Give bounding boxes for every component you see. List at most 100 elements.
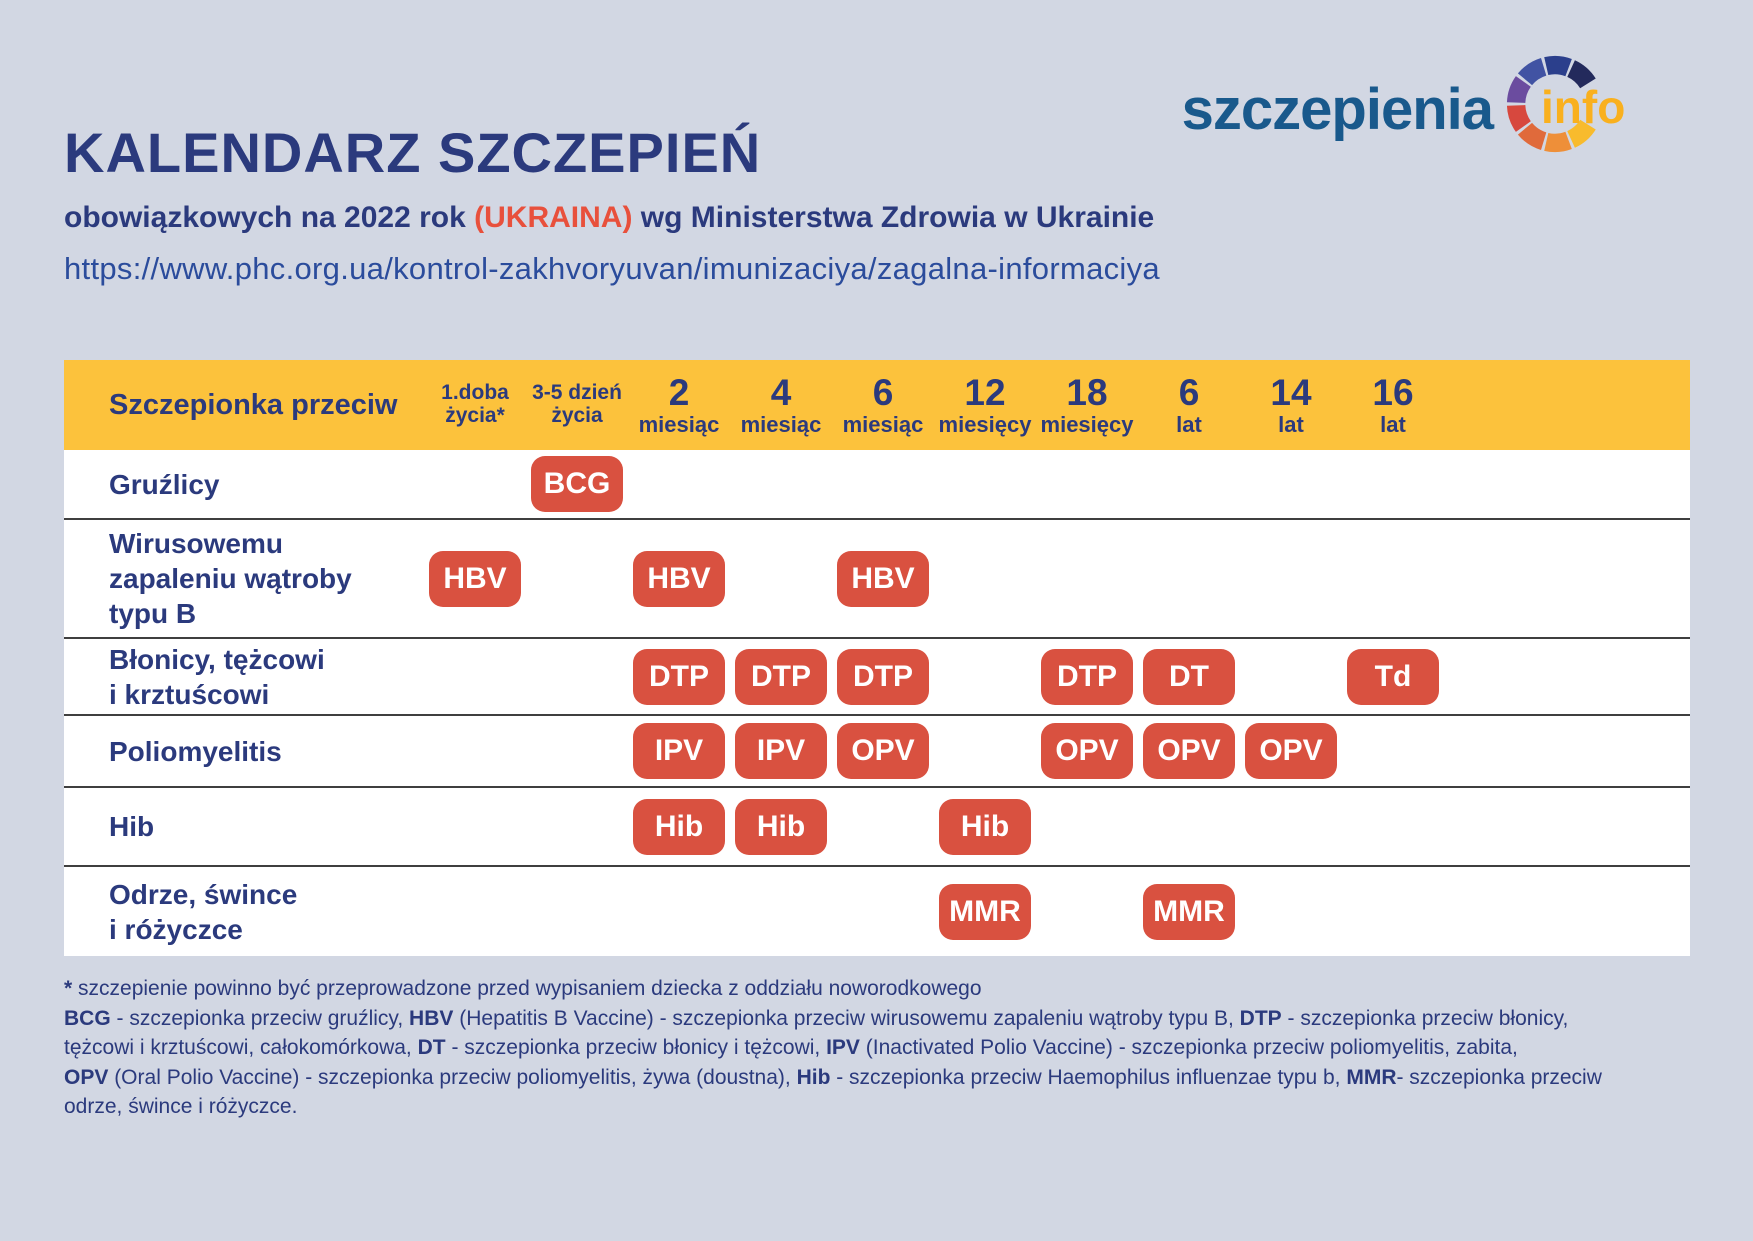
column-header-age-unit: lat bbox=[1278, 412, 1304, 438]
column-header-age-3: 4 miesiąc bbox=[730, 373, 832, 437]
footnote-term: DTP bbox=[1239, 1006, 1282, 1030]
footnote-term: OPV bbox=[64, 1065, 109, 1089]
hbv-vaccine-badge: HBV bbox=[633, 550, 725, 607]
column-header-age-unit: miesięcy bbox=[1040, 412, 1134, 438]
opv-vaccine-badge: OPV bbox=[1143, 723, 1235, 779]
ipv-vaccine-badge: IPV bbox=[735, 723, 827, 779]
footnote-term: IPV bbox=[826, 1036, 860, 1059]
column-header-age-unit: życia* bbox=[445, 404, 505, 427]
table-row-1: Wirusowemu zapaleniu wątroby typu B HBV HB… bbox=[64, 520, 1690, 639]
footnote-text: (Hepatitis B Vaccine) - szczepionka prze… bbox=[453, 1006, 1240, 1030]
table-row-4: Hib Hib Hib Hib bbox=[64, 788, 1690, 867]
footnote-text: (Inactivated Polio Vaccine) - szczepionk… bbox=[859, 1036, 1518, 1059]
mmr-vaccine-badge: MMR bbox=[939, 883, 1031, 940]
vaccination-calendar-table: Szczepionka przeciw 1.doba życia* 3-5 dzie… bbox=[64, 360, 1690, 956]
column-header-age-top: 14 bbox=[1270, 372, 1312, 414]
row-label: Błonicy, tężcowi i krztuścowi bbox=[109, 643, 325, 710]
dtp-vaccine-badge: DTP bbox=[633, 648, 725, 705]
footnote-term: Hib bbox=[796, 1065, 831, 1089]
column-header-age-unit: miesiąc bbox=[740, 412, 822, 438]
footnote-text: - szczepionka przeciw błonicy i tężcowi, bbox=[445, 1036, 827, 1059]
column-header-age-0: 1.doba życia* bbox=[424, 382, 526, 427]
column-header-vaccine: Szczepionka przeciw bbox=[109, 388, 398, 421]
column-header-age-top: 4 bbox=[770, 372, 792, 414]
opv-vaccine-badge: OPV bbox=[837, 723, 929, 779]
hbv-vaccine-badge: HBV bbox=[429, 550, 521, 607]
row-label: Wirusowemu zapaleniu wątroby typu B bbox=[109, 528, 352, 629]
footnote-text: - szczepionka przeciw gruźlicy, bbox=[110, 1006, 410, 1030]
column-header-age-top: 3-5 dzień bbox=[532, 381, 622, 405]
logo-wordmark: szczepienia bbox=[1181, 76, 1494, 142]
column-header-age-5: 12 miesięcy bbox=[934, 373, 1036, 437]
column-header-age-top: 2 bbox=[668, 372, 690, 414]
row-label: Gruźlicy bbox=[109, 468, 220, 500]
column-header-age-6: 18 miesięcy bbox=[1036, 373, 1138, 437]
table-row-3: Poliomyelitis IPV IPV OPV OPV OPV OPV bbox=[64, 716, 1690, 788]
logo-ring: info bbox=[1501, 50, 1691, 168]
footnote-text: tężcowi i krztuścowi, całokomórkowa, bbox=[64, 1036, 418, 1059]
column-header-age-top: 18 bbox=[1066, 372, 1108, 414]
logo-suffix: info bbox=[1541, 81, 1626, 133]
table-header-row: Szczepionka przeciw 1.doba życia* 3-5 dzie… bbox=[64, 360, 1690, 450]
table-row-2: Błonicy, tężcowi i krztuścowi DTP DTP DTP DT… bbox=[64, 639, 1690, 716]
hib-vaccine-badge: Hib bbox=[633, 798, 725, 855]
column-header-age-4: 6 miesiąc bbox=[832, 373, 934, 437]
footnote-line-0: * szczepienie powinno być przeprowadzone… bbox=[64, 974, 1644, 1004]
subtitle-country-highlight: (UKRAINA) bbox=[474, 201, 633, 234]
footnote-text: (Oral Polio Vaccine) - szczepionka przec… bbox=[108, 1065, 797, 1089]
footnote-term: DT bbox=[417, 1036, 446, 1059]
column-header-age-top: 6 bbox=[1178, 372, 1200, 414]
subtitle-pre: obowiązkowych na 2022 rok bbox=[64, 201, 475, 234]
footnote-line-2: tężcowi i krztuścowi, całokomórkowa, DT … bbox=[64, 1033, 1644, 1063]
opv-vaccine-badge: OPV bbox=[1041, 723, 1133, 779]
footnote-line-3: OPV (Oral Polio Vaccine) - szczepionka p… bbox=[64, 1063, 1644, 1093]
footnote-text: - szczepionka przeciw Haemophilus influe… bbox=[830, 1065, 1347, 1089]
column-header-age-7: 6 lat bbox=[1138, 373, 1240, 437]
dtp-vaccine-badge: DTP bbox=[1041, 648, 1133, 705]
footnote-term: MMR bbox=[1346, 1065, 1397, 1089]
szczepienia-info-logo: szczepienia info bbox=[1182, 50, 1691, 168]
footnotes-block: * szczepienie powinno być przeprowadzone… bbox=[64, 974, 1644, 1122]
footnote-text: - szczepionka przeciw błonicy, bbox=[1281, 1006, 1569, 1030]
column-header-age-top: 6 bbox=[872, 372, 894, 414]
logo-ring-icon bbox=[1506, 55, 1596, 153]
dt-vaccine-badge: DT bbox=[1143, 648, 1235, 705]
column-header-age-unit: lat bbox=[1380, 412, 1406, 438]
column-header-age-top: 12 bbox=[964, 372, 1006, 414]
row-label: Hib bbox=[109, 811, 155, 842]
mmr-vaccine-badge: MMR bbox=[1143, 883, 1235, 940]
column-header-age-top: 1.doba bbox=[441, 381, 509, 405]
td-vaccine-badge: Td bbox=[1347, 648, 1439, 705]
hib-vaccine-badge: Hib bbox=[939, 798, 1031, 855]
row-label: Poliomyelitis bbox=[109, 735, 282, 767]
column-header-age-unit: miesiąc bbox=[638, 412, 720, 438]
hbv-vaccine-badge: HBV bbox=[837, 550, 929, 607]
footnote-line-1: BCG - szczepionka przeciw gruźlicy, HBV … bbox=[64, 1004, 1644, 1034]
subtitle: obowiązkowych na 2022 rok (UKRAINA) wg M… bbox=[64, 201, 1154, 235]
hib-vaccine-badge: Hib bbox=[735, 798, 827, 855]
footnote-line-4: odrze, śwince i różyczce. bbox=[64, 1092, 1644, 1122]
dtp-vaccine-badge: DTP bbox=[837, 648, 929, 705]
column-header-age-unit: miesięcy bbox=[938, 412, 1032, 438]
opv-vaccine-badge: OPV bbox=[1245, 723, 1337, 779]
footnote-term: HBV bbox=[409, 1006, 454, 1030]
page-title: KALENDARZ SZCZEPIEŃ bbox=[64, 121, 762, 184]
column-header-age-1: 3-5 dzień życia bbox=[526, 382, 628, 427]
column-header-age-unit: życia bbox=[551, 404, 603, 427]
footnote-text: odrze, śwince i różyczce. bbox=[64, 1095, 298, 1118]
subtitle-post: wg Ministerstwa Zdrowia w Ukrainie bbox=[632, 201, 1155, 234]
row-label: Odrze, śwince i różyczce bbox=[109, 878, 298, 945]
column-header-age-unit: lat bbox=[1176, 412, 1202, 438]
column-header-age-8: 14 lat bbox=[1240, 373, 1342, 437]
column-header-age-unit: miesiąc bbox=[842, 412, 924, 438]
footnote-text: szczepienie powinno być przeprowadzone p… bbox=[78, 977, 982, 1000]
column-header-age-top: 16 bbox=[1372, 372, 1414, 414]
ipv-vaccine-badge: IPV bbox=[633, 723, 725, 779]
table-row-0: Gruźlicy BCG bbox=[64, 450, 1690, 520]
column-header-age-9: 16 lat bbox=[1342, 373, 1444, 437]
column-header-age-2: 2 miesiąc bbox=[628, 373, 730, 437]
dtp-vaccine-badge: DTP bbox=[735, 648, 827, 705]
source-url-link[interactable]: https://www.phc.org.ua/kontrol-zakhvoryu… bbox=[64, 251, 1160, 286]
footnote-term: * bbox=[64, 977, 79, 1000]
